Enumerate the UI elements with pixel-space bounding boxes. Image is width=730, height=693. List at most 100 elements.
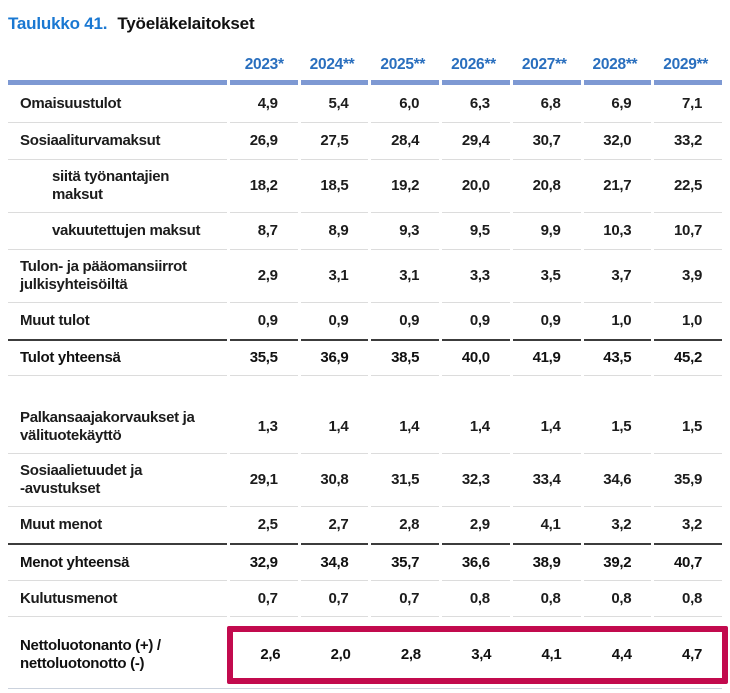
value-cell-2026: 9,5: [442, 212, 510, 249]
value-cell-2026: 3,4: [471, 646, 492, 663]
value-cell-2027: 41,9: [512, 339, 581, 376]
value-cell-2025: 9,3: [371, 212, 440, 249]
value-cell-2027: 4,1: [541, 646, 562, 663]
table-header-row: 2023* 2024** 2025** 2026** 2027** 2028** 2029*…: [8, 54, 722, 85]
value-cell-2024: 30,8: [300, 453, 369, 506]
value-cell-2027: 6,8: [540, 94, 561, 112]
column-header-year-6: 2029**: [654, 54, 722, 85]
value-cell-2025: 31,5: [371, 453, 440, 506]
table-row: Tulot yhteensä 35,5 36,9 38,5 40,0 41,9 43,5 45…: [8, 339, 722, 376]
value-cell-2026: 32,3: [442, 453, 510, 506]
value-cell-2027: 3,5: [512, 249, 581, 302]
value-cell-2028: 43,5: [583, 339, 652, 376]
value-cell-2026: 3,3: [442, 249, 510, 302]
value-cell-2029: 33,2: [654, 122, 722, 159]
value-cell-2027: 20,8: [512, 159, 581, 212]
value-cell-2027: 0,9: [512, 302, 581, 339]
value-cell-2028: 10,3: [583, 212, 652, 249]
table-row: Tulon- ja pääomansiirrot julkisyhteisöil…: [8, 249, 722, 302]
value-cell-2029: 45,2: [654, 339, 722, 376]
value-cell-2024: 36,9: [300, 339, 369, 376]
value-cell-2027: 1,4: [540, 418, 561, 435]
table-body: Omaisuustulot 4,9 5,4 6,0 6,3 6,8 6,9 7,1 Sosiaa…: [8, 85, 728, 684]
value-cell-2029: 3,2: [654, 506, 722, 543]
row-label: Tulon- ja pääomansiirrot julkisyhteisöil…: [8, 249, 227, 302]
value-cell-2025: 2,8: [371, 506, 440, 543]
value-cell-2025: 35,7: [371, 543, 440, 580]
value-cell-2027: 0,8: [512, 580, 581, 617]
value-cell-2026: 40,0: [442, 339, 510, 376]
value-cell-2023: 2,6: [260, 646, 281, 663]
table-row: siitä työnantajien maksut 18,2 18,5 19,2 20,…: [8, 159, 722, 212]
value-cell-2028: 34,6: [583, 453, 652, 506]
column-header-year-1: 2024**: [300, 54, 369, 85]
value-cell-2024: 5,4: [328, 94, 349, 112]
value-cell-2025: 3,1: [371, 249, 440, 302]
column-header-year-5: 2028**: [583, 54, 652, 85]
table-row: vakuutettujen maksut 8,7 8,9 9,3 9,5 9,9 10,3 1…: [8, 212, 722, 249]
value-cell-2029: 3,9: [654, 249, 722, 302]
value-cell-2023: 26,9: [230, 122, 298, 159]
table-row: Muut menot 2,5 2,7 2,8 2,9 4,1 3,2 3,2: [8, 506, 722, 543]
value-cell-2025: 0,7: [371, 580, 440, 617]
value-cell-2026: 29,4: [442, 122, 510, 159]
table-row: Sosiaalietuudet ja -avustukset 29,1 30,8 31…: [8, 453, 722, 506]
row-label: Tulot yhteensä: [8, 339, 227, 376]
data-table: 2023* 2024** 2025** 2026** 2027** 2028** 2029*…: [8, 54, 728, 689]
value-cell-2028: 1,0: [583, 302, 652, 339]
value-cell-2024: 0,9: [300, 302, 369, 339]
value-cell-2026: 0,9: [442, 302, 510, 339]
header-empty-cell: [8, 54, 227, 85]
value-cell-2026: 6,3: [469, 94, 490, 112]
value-cell-2023: 2,9: [230, 249, 298, 302]
table-number: Taulukko 41.: [8, 14, 108, 33]
table-row: Menot yhteensä 32,9 34,8 35,7 36,6 38,9 39,2 40…: [8, 543, 722, 580]
row-label: vakuutettujen maksut: [8, 212, 227, 249]
value-cell-2023: 2,5: [230, 506, 298, 543]
row-label: Palkansaajakorvaukset ja välituotekäyttö: [20, 409, 195, 444]
table-bottom-rule: [8, 688, 722, 689]
value-cell-2023: 18,2: [230, 159, 298, 212]
table-row: Omaisuustulot 4,9 5,4 6,0 6,3 6,8 6,9 7,1: [8, 85, 722, 122]
value-cell-2029: 35,9: [654, 453, 722, 506]
value-cell-2025: 0,9: [371, 302, 440, 339]
row-label: Sosiaaliturvamaksut: [8, 122, 227, 159]
table-row: Sosiaaliturvamaksut 26,9 27,5 28,4 29,4 30,7 3…: [8, 122, 722, 159]
value-cell-2027: 33,4: [512, 453, 581, 506]
value-cell-2028: 21,7: [583, 159, 652, 212]
value-cell-2024: 0,7: [300, 580, 369, 617]
value-cell-2029: 0,8: [654, 580, 722, 617]
value-cell-2029: 40,7: [654, 543, 722, 580]
row-label: Muut tulot: [8, 302, 227, 339]
value-cell-2025: 19,2: [371, 159, 440, 212]
value-cell-2026: 20,0: [442, 159, 510, 212]
value-cell-2026: 36,6: [442, 543, 510, 580]
value-cell-2023: 0,7: [230, 580, 298, 617]
value-cell-2023: 0,9: [230, 302, 298, 339]
value-cell-2027: 30,7: [512, 122, 581, 159]
value-cell-2024: 18,5: [300, 159, 369, 212]
row-label: Menot yhteensä: [8, 543, 227, 580]
row-label: Sosiaalietuudet ja -avustukset: [8, 453, 227, 506]
highlight-box: 2,6 2,0 2,8 3,4 4,1 4,4 4,7: [227, 626, 728, 684]
row-label: Nettoluotonanto (+) / nettoluotonotto (-…: [20, 637, 161, 672]
page-title: Työeläkelaitokset: [117, 14, 255, 33]
value-cell-2026: 1,4: [469, 418, 490, 435]
value-cell-2023: 29,1: [230, 453, 298, 506]
value-cell-2026: 2,9: [442, 506, 510, 543]
value-cell-2023: 8,7: [230, 212, 298, 249]
row-label: Kulutusmenot: [8, 580, 227, 617]
value-cell-2023: 32,9: [230, 543, 298, 580]
value-cell-2028: 3,7: [583, 249, 652, 302]
table-row: Palkansaajakorvaukset ja välituotekäyttö…: [8, 401, 722, 453]
value-cell-2027: 38,9: [512, 543, 581, 580]
value-cell-2025: 28,4: [371, 122, 440, 159]
row-label: siitä työnantajien maksut: [8, 159, 227, 212]
table-caption: Taulukko 41. Työeläkelaitokset: [8, 14, 722, 34]
row-label: Muut menot: [8, 506, 227, 543]
value-cell-2024: 8,9: [300, 212, 369, 249]
value-cell-2025: 6,0: [399, 94, 420, 112]
value-cell-2027: 4,1: [512, 506, 581, 543]
column-header-year-3: 2026**: [442, 54, 510, 85]
value-cell-2023: 4,9: [257, 94, 278, 112]
